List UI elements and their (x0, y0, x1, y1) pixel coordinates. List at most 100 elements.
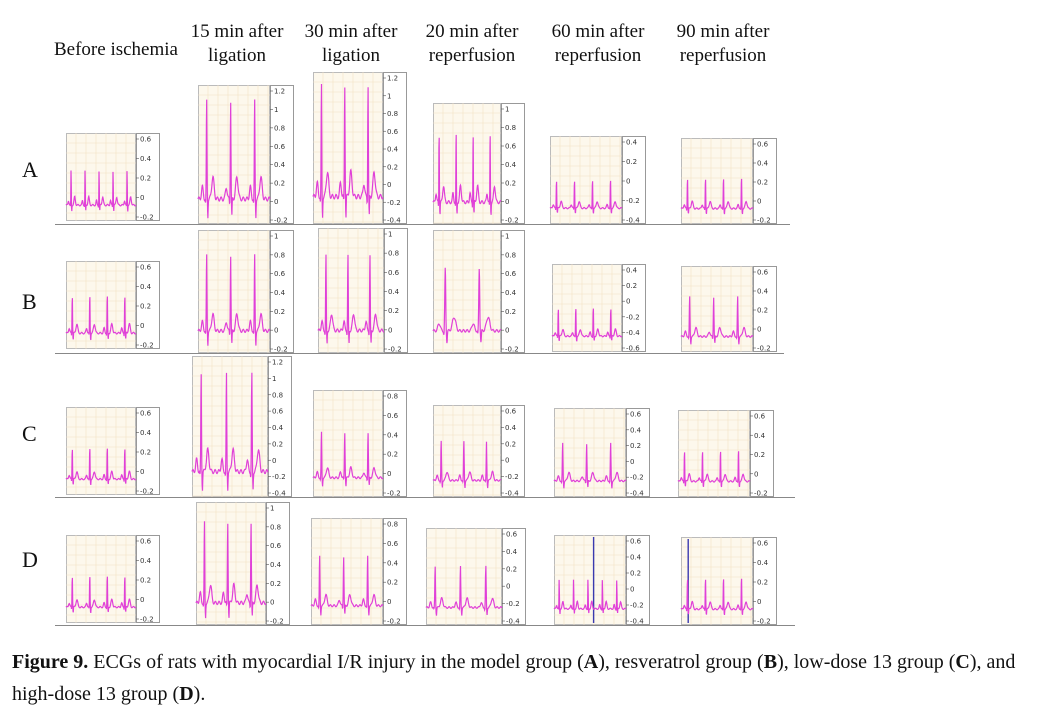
ecg-panel-d-5: 0.6 0.4 0.2 0 -0.2 -0.4 (553, 535, 650, 626)
row-label-a: A (22, 157, 38, 182)
column-header-6: 90 min after reperfusion (676, 21, 770, 66)
scale-tick-label: 0.2 (387, 451, 398, 459)
scale-tick-label: 0.4 (630, 426, 642, 434)
ecg-trace (680, 178, 754, 215)
scale-tick-label: 1.2 (387, 75, 398, 83)
scale-tick-label: 0.6 (272, 408, 284, 416)
scale-tick-label: 0.6 (274, 270, 286, 278)
ecg-plot-area (66, 133, 136, 221)
voltage-scale (753, 537, 777, 625)
scale-tick-label: -0.2 (630, 602, 644, 610)
voltage-scale (622, 136, 646, 224)
scale-tick-label: 0 (272, 457, 276, 465)
scale-tick-label: 0.2 (630, 570, 641, 578)
caption-group-letter: A (583, 651, 599, 673)
scale-tick-label: 0.2 (505, 308, 516, 316)
scale-tick-label: 1 (388, 231, 392, 239)
row-rule (55, 224, 790, 225)
scale-tick-label: 0.2 (506, 565, 517, 573)
scale-tick-label: 0.2 (387, 163, 398, 171)
row-rule (55, 625, 795, 626)
caption-group-letter: C (955, 651, 970, 673)
ecg-panel-c-2: 1.2 1 0.8 0.6 0.4 0.2 0 -0.2 -0.4 (191, 356, 292, 498)
voltage-scale (626, 408, 650, 497)
scale-tick-label: 0.6 (140, 264, 152, 272)
voltage-scale (501, 405, 525, 497)
ecg-svg: 0.6 0.4 0.2 0 -0.2 -0.4 (553, 535, 644, 626)
voltage-scale (383, 72, 407, 224)
scale-tick-label: 0.4 (630, 554, 642, 562)
scale-tick-label: 0.6 (274, 143, 286, 151)
ecg-panel-d-2: 1 0.8 0.6 0.4 0.2 0 -0.2 (195, 502, 290, 626)
ecg-svg: 1 0.8 0.6 0.4 0.2 0 -0.2 (197, 230, 288, 354)
scale-tick-label: 0.2 (270, 580, 281, 588)
voltage-scale (268, 356, 292, 497)
voltage-scale (383, 390, 407, 497)
ecg-trace (65, 296, 137, 341)
scale-tick-label: -0.2 (505, 217, 519, 225)
ecg-plot-area (433, 405, 501, 497)
ecg-trace (65, 448, 137, 486)
ecg-trace (553, 579, 627, 614)
scale-tick-label: 0.6 (757, 269, 769, 277)
scale-tick-label: 0.6 (387, 412, 399, 420)
ecg-panel-b-4: 1 0.8 0.6 0.4 0.2 0 -0.2 (432, 230, 525, 354)
voltage-scale (626, 535, 650, 625)
scale-tick-label: 0.4 (274, 161, 286, 169)
scale-tick-label: -0.4 (630, 618, 644, 626)
scale-tick-label: 1.2 (272, 359, 283, 367)
scale-tick-label: 1 (274, 233, 278, 241)
scale-tick-label: 0.8 (505, 124, 516, 132)
caption-body: ECGs of rats with myocardial I/R injury … (12, 651, 1015, 705)
ecg-trace (310, 555, 384, 616)
ecg-panel-b-3: 1 0.8 0.6 0.4 0.2 0 -0.2 (317, 228, 408, 354)
scale-tick-label: -0.2 (505, 346, 519, 354)
ecg-svg: 0.6 0.4 0.2 0 -0.2 (680, 266, 771, 353)
ecg-svg: 1.2 1 0.8 0.6 0.4 0.2 0 -0.2 -0.4 (312, 72, 401, 225)
ecg-trace (312, 83, 384, 218)
scale-tick-label: 1 (505, 106, 509, 114)
ecg-plot-area (196, 502, 266, 625)
voltage-scale (750, 410, 774, 497)
scale-tick-label: 0.2 (140, 449, 151, 457)
scale-tick-label: 0.6 (140, 136, 152, 144)
column-header-1: Before ischemia (54, 39, 178, 60)
scale-tick-label: 1.2 (274, 88, 285, 96)
scale-tick-label: -0.2 (272, 473, 286, 481)
scale-tick-label: 0.4 (505, 161, 517, 169)
scale-tick-label: -0.2 (505, 473, 519, 481)
scale-tick-label: 0.6 (140, 538, 152, 546)
scale-tick-label: 0.4 (140, 155, 152, 163)
column-header-2: 15 min after ligation (190, 21, 284, 66)
scale-tick-label: 0.2 (387, 579, 398, 587)
scale-tick-label: 0.4 (140, 283, 152, 291)
scale-tick-label: 0 (387, 598, 391, 606)
scale-tick-label: 0.6 (630, 411, 642, 419)
ecg-trace (191, 372, 269, 491)
scale-tick-label: 0.4 (387, 559, 399, 567)
scale-tick-label: -0.2 (140, 488, 154, 496)
row-rule (55, 353, 784, 354)
scale-tick-label: -0.2 (757, 618, 771, 626)
scale-tick-label: -0.2 (630, 474, 644, 482)
scale-tick-label: -0.2 (140, 616, 154, 624)
scale-tick-label: 0.8 (387, 393, 398, 401)
ecg-panel-a-4: 1 0.8 0.6 0.4 0.2 0 -0.2 (432, 103, 525, 225)
scale-tick-label: 0.4 (506, 548, 518, 556)
ecg-panel-c-3: 0.8 0.6 0.4 0.2 0 -0.2 (312, 390, 407, 498)
scale-tick-label: 1 (272, 375, 276, 383)
ecg-svg: 0.6 0.4 0.2 0 -0.2 -0.4 (425, 528, 520, 626)
caption-group-letter: D (179, 683, 194, 705)
voltage-scale (136, 535, 160, 623)
scale-tick-label: 0.4 (505, 424, 517, 432)
scale-tick-label: -0.2 (140, 214, 154, 222)
scale-tick-label: -0.2 (270, 618, 284, 626)
ecg-svg: 0.6 0.4 0.2 0 -0.2 (65, 535, 154, 624)
scale-tick-label: 0 (626, 298, 630, 306)
scale-tick-label: 0 (757, 198, 761, 206)
scale-tick-label: 0 (626, 178, 630, 186)
scale-tick-label: 0.4 (388, 288, 400, 296)
ecg-trace (65, 170, 137, 212)
ecg-svg: 1 0.8 0.6 0.4 0.2 0 -0.2 (317, 228, 402, 354)
scale-tick-label: 0.6 (754, 413, 766, 421)
